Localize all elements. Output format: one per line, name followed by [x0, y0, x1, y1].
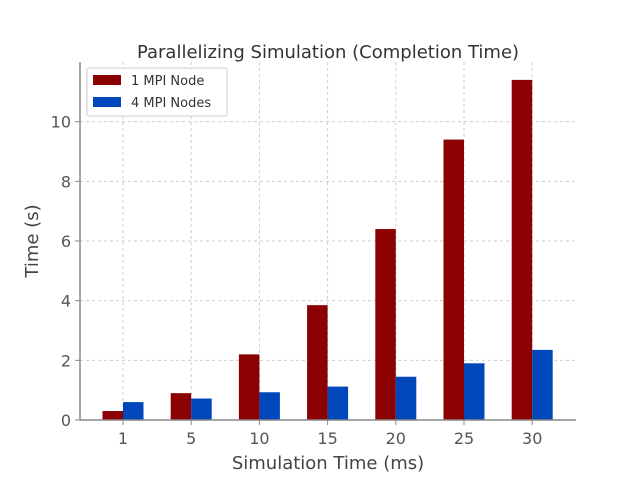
y-tick-label-2: 4	[61, 292, 71, 311]
chart-title: Parallelizing Simulation (Completion Tim…	[137, 42, 519, 63]
legend-box	[86, 67, 228, 117]
bar-series-1-1	[123, 402, 144, 420]
x-tick-label-6: 30	[522, 429, 542, 448]
grid	[80, 62, 576, 420]
bar-series-0-25	[443, 139, 464, 421]
legend: 1 MPI Node 4 MPI Nodes	[86, 67, 228, 117]
bar-series-1-20	[395, 376, 417, 420]
bars	[102, 79, 553, 421]
bar-series-1-5	[191, 398, 212, 420]
y-ticks: 0 2 4 6 8 10	[51, 113, 80, 430]
bar-series-1-30	[532, 349, 553, 420]
x-ticks: 1 5 10 15 20 25 30	[118, 420, 542, 448]
bar-series-1-10	[259, 392, 280, 420]
x-tick-label-1: 5	[186, 429, 196, 448]
bar-series-0-5	[170, 393, 192, 420]
x-tick-label-5: 25	[454, 429, 474, 448]
legend-label-series-0: 1 MPI Node	[131, 74, 204, 89]
bar-series-0-1	[102, 411, 123, 420]
y-axis-label: Time (s)	[22, 204, 43, 278]
bar-series-1-15	[327, 386, 349, 420]
x-tick-label-0: 1	[118, 429, 128, 448]
bar-series-0-10	[238, 354, 260, 420]
y-tick-label-4: 8	[61, 172, 71, 191]
y-tick-label-1: 2	[61, 351, 71, 370]
legend-swatch-series-1	[93, 97, 121, 107]
bar-series-1-25	[464, 363, 485, 420]
bar-series-0-20	[375, 229, 396, 420]
x-axis-label: Simulation Time (ms)	[232, 453, 424, 474]
x-tick-label-3: 15	[317, 429, 337, 448]
y-tick-label-3: 6	[61, 232, 71, 251]
x-tick-label-4: 20	[386, 429, 406, 448]
legend-swatch-series-0	[93, 75, 121, 85]
y-tick-label-5: 10	[51, 113, 71, 132]
x-tick-label-2: 10	[249, 429, 269, 448]
bar-series-0-15	[307, 305, 328, 420]
bar-series-0-30	[511, 79, 533, 421]
y-tick-label-0: 0	[61, 411, 71, 430]
legend-label-series-1: 4 MPI Nodes	[131, 96, 211, 111]
